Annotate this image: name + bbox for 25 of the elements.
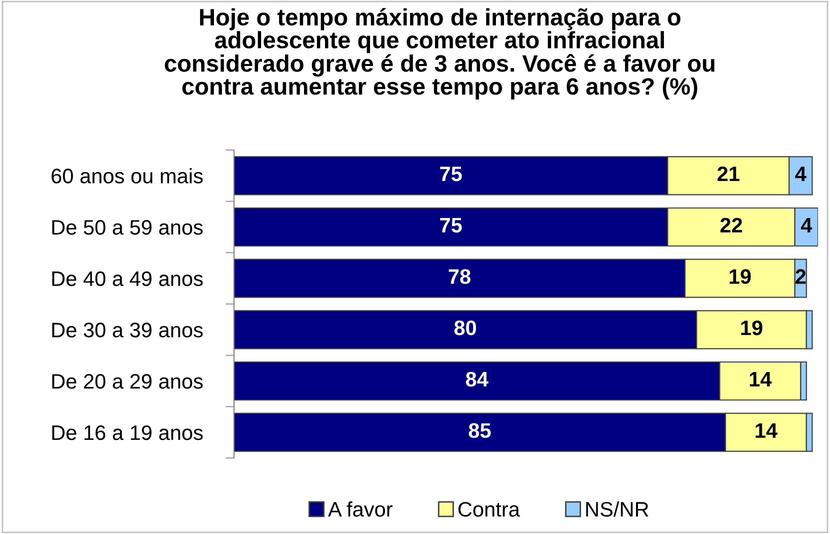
data-label: 85 — [468, 423, 491, 438]
y-tick-label: De 30 a 39 anos — [52, 322, 203, 338]
data-label: 19 — [730, 269, 751, 284]
data-label: 4 — [800, 218, 812, 232]
data-label: 21 — [718, 166, 740, 182]
data-label: 75 — [440, 218, 462, 233]
y-tick-label: De 20 a 29 anos — [52, 374, 203, 389]
y-tick-label: De 40 a 49 anos — [52, 271, 203, 286]
legend-label: A favor — [328, 501, 392, 517]
data-label: 14 — [756, 423, 778, 438]
y-tick-label: 60 anos ou mais — [52, 168, 203, 184]
data-label: 19 — [741, 320, 762, 336]
data-label: 75 — [440, 166, 462, 182]
data-label: 84 — [466, 372, 488, 387]
legend-label: Contra — [458, 502, 520, 517]
data-label: 2 — [796, 269, 806, 284]
data-label: 14 — [750, 372, 772, 386]
data-label: 78 — [448, 269, 470, 284]
data-label: 80 — [454, 320, 476, 336]
y-tick-label: De 16 a 19 anos — [52, 425, 203, 440]
data-label: 4 — [795, 166, 806, 182]
data-label: 22 — [720, 218, 742, 232]
y-tick-label: De 50 a 59 anos — [52, 220, 203, 235]
chart-title: Hoje o tempo máximo de internação para o adolescente que cometer ato infracional considerado grave é de 3 anos. Você é a favor ou contra aumentar esse tempo para 6 anos? (%) — [164, 8, 714, 100]
legend-label: NS/NR — [586, 501, 648, 517]
